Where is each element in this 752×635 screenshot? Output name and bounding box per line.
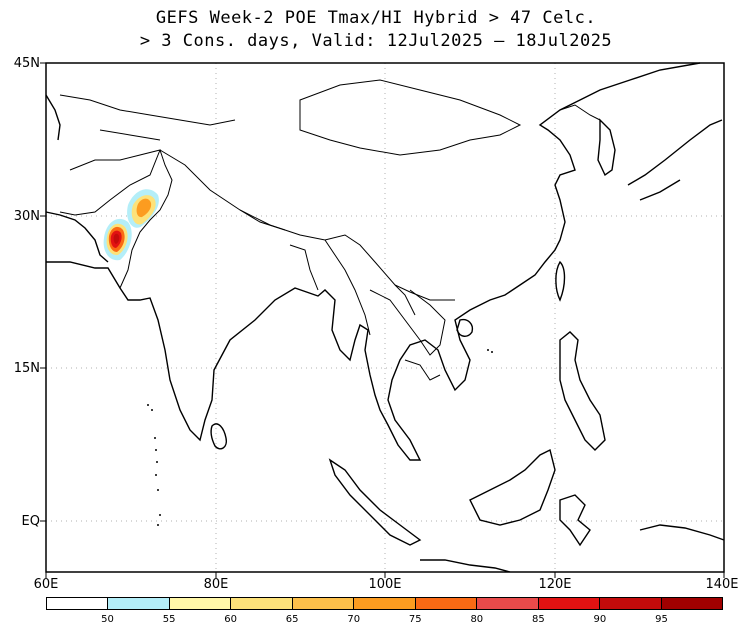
lat-label-45n: 45N [13, 56, 40, 71]
colorbar-swatch [292, 598, 355, 609]
colorbar-tick-label: 50 [101, 614, 114, 625]
colorbar-tick-label: 55 [162, 614, 176, 625]
colorbar-swatch [231, 598, 293, 609]
lon-label-60e: 60E [33, 577, 59, 592]
colorbar-tick-label: 60 [224, 614, 237, 625]
colorbar-tick-label: 90 [593, 614, 607, 625]
lon-label-140e: 140E [705, 577, 739, 592]
colorbar-swatch [169, 598, 232, 609]
colorbar-swatch [477, 598, 539, 609]
lat-label-eq: EQ [21, 514, 40, 529]
colorbar-tick-label: 80 [470, 614, 484, 625]
map-title-line-2: > 3 Cons. days, Valid: 12Jul2025 – 18Jul… [139, 31, 613, 51]
island-dots [147, 349, 493, 526]
colorbar-tick-label: 65 [285, 614, 299, 625]
colorbar-swatch [600, 598, 662, 609]
coastlines [45, 62, 725, 573]
country-borders [59, 79, 601, 381]
colorbar-tick-label: 85 [531, 614, 545, 625]
colorbar-swatch [354, 598, 416, 609]
colorbar-tick-label: 95 [655, 614, 668, 625]
colorbar [46, 597, 723, 610]
colorbar-swatch [108, 598, 170, 609]
gridlines [46, 63, 724, 572]
map-border [45, 62, 725, 573]
colorbar-swatch [538, 598, 601, 609]
axis-ticks [40, 62, 725, 578]
colorbar-tick-label: 75 [408, 614, 422, 625]
map-title-line-1: GEFS Week-2 POE Tmax/HI Hybrid > 47 Celc… [155, 8, 597, 28]
colorbar-tick-label: 70 [347, 614, 361, 625]
colorbar-swatch [661, 598, 722, 609]
lon-label-100e: 100E [368, 577, 402, 592]
lon-label-80e: 80E [203, 577, 229, 592]
colorbar-swatch [415, 598, 478, 609]
lon-label-120e: 120E [538, 577, 572, 592]
probability-shading [103, 189, 159, 261]
lat-label-30n: 30N [13, 209, 40, 224]
colorbar-swatch [47, 598, 109, 609]
lat-label-15n: 15N [13, 361, 40, 376]
